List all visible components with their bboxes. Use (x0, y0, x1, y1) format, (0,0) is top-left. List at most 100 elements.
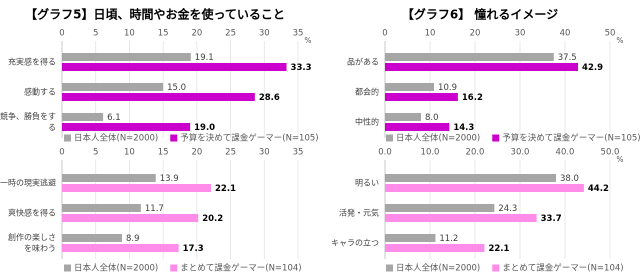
bar (385, 184, 584, 192)
value-label: 16.2 (462, 93, 483, 103)
value-label: 44.2 (588, 184, 609, 194)
x-unit: % (304, 36, 311, 45)
legend-label: まとめて課金ゲーマー(N=104) (180, 263, 301, 274)
x-tick-label: 50 (605, 29, 616, 39)
x-tick-label: 30.0 (511, 148, 530, 158)
x-tick-label: 20 (191, 148, 202, 158)
category-label: 感動する (24, 87, 56, 97)
bar (62, 184, 212, 192)
value-label: 20.2 (202, 214, 223, 224)
category-label: 一時の現実逃避 (0, 178, 56, 188)
legend-swatch (170, 134, 178, 142)
value-label: 37.5 (558, 53, 577, 63)
x-tick-label: 10 (124, 148, 135, 158)
legend-swatch (170, 264, 178, 272)
x-tick-label: 30 (515, 29, 526, 39)
x-tick-label: 10.0 (421, 148, 440, 158)
category-label: 品がある (347, 57, 379, 67)
x-tick-label: 0 (59, 29, 64, 39)
value-label: 14.3 (453, 123, 474, 133)
x-tick-label: 30 (259, 29, 270, 39)
bar (62, 93, 255, 101)
category-label: 都会的 (355, 87, 379, 97)
bar (385, 204, 495, 212)
legend-label: 日本人全体(N=2000) (396, 263, 480, 274)
x-tick-label: 10 (425, 29, 436, 39)
value-label: 15.0 (167, 83, 186, 93)
value-label: 38.0 (560, 174, 579, 184)
bar (62, 204, 141, 212)
x-unit: % (616, 36, 623, 45)
legend-label: 予算を決めて課金ゲーマー(N=105) (502, 133, 640, 144)
x-tick-label: 25 (225, 148, 236, 158)
x-tick-label: 0 (382, 29, 387, 39)
bar (62, 53, 191, 61)
bar (385, 113, 421, 121)
category-label: 爽快感を得る (8, 208, 56, 218)
x-tick-label: 20.0 (466, 148, 485, 158)
x-tick-label: 50.0 (601, 148, 620, 158)
category-label: 中性的 (355, 117, 379, 127)
bar (385, 174, 556, 182)
value-label: 24.3 (498, 204, 517, 214)
legend-swatch (386, 264, 393, 272)
x-tick-label: 35 (293, 148, 304, 158)
value-label: 11.2 (439, 234, 458, 244)
bar (62, 113, 104, 121)
legend-label: 予算を決めて課金ゲーマー(N=105) (180, 133, 318, 144)
category-label: 活発・元気 (339, 208, 379, 218)
category-label: 創作の楽しさ を味わう (8, 233, 56, 253)
value-label: 22.1 (488, 244, 509, 254)
legend-label: 日本人全体(N=2000) (74, 133, 158, 144)
x-tick-label: 5 (93, 148, 98, 158)
bar (385, 214, 537, 222)
category-label: 充実感を得る (8, 57, 56, 67)
bar (62, 214, 199, 222)
legend-swatch (64, 264, 71, 272)
value-label: 22.1 (215, 184, 236, 194)
x-tick-label: 0.0 (378, 148, 392, 158)
value-label: 13.9 (160, 174, 179, 184)
bar (385, 234, 436, 242)
x-tick-label: 30 (259, 148, 270, 158)
bar (385, 53, 554, 61)
value-label: 19.0 (194, 123, 215, 133)
x-tick-label: 0 (59, 148, 64, 158)
legend-swatch (492, 264, 500, 272)
x-tick-label: 15 (158, 29, 169, 39)
bar (385, 63, 579, 71)
bar (62, 83, 164, 91)
value-label: 42.9 (582, 63, 603, 73)
bar (385, 123, 450, 131)
legend-label: 日本人全体(N=2000) (74, 263, 158, 274)
value-label: 8.9 (126, 234, 140, 244)
x-tick-label: 40.0 (556, 148, 575, 158)
bar (385, 93, 458, 101)
x-unit: % (616, 155, 623, 164)
bar (62, 63, 287, 71)
value-label: 6.1 (107, 113, 121, 123)
legend-label: まとめて課金ゲーマー(N=104) (502, 263, 623, 274)
legend-swatch (64, 134, 71, 142)
x-tick-label: 25 (225, 29, 236, 39)
x-tick-label: 40 (560, 29, 571, 39)
legend-swatch (386, 134, 393, 142)
chart-title: 【グラフ5】日頃、時間やお金を使っていること (25, 7, 285, 22)
bar (62, 174, 156, 182)
x-tick-label: 15 (158, 148, 169, 158)
value-label: 10.9 (438, 83, 457, 93)
category-label: 競争、勝負をする (0, 112, 56, 132)
bar (62, 123, 191, 131)
value-label: 11.7 (145, 204, 164, 214)
bar (62, 234, 123, 242)
x-tick-label: 10 (124, 29, 135, 39)
value-label: 33.7 (541, 214, 562, 224)
value-label: 8.0 (425, 113, 439, 123)
chart-title: 【グラフ6】 憧れるイメージ (402, 7, 558, 22)
value-label: 17.3 (183, 244, 204, 254)
value-label: 33.3 (291, 63, 312, 73)
legend-label: 日本人全体(N=2000) (396, 133, 480, 144)
value-label: 28.6 (259, 93, 280, 103)
